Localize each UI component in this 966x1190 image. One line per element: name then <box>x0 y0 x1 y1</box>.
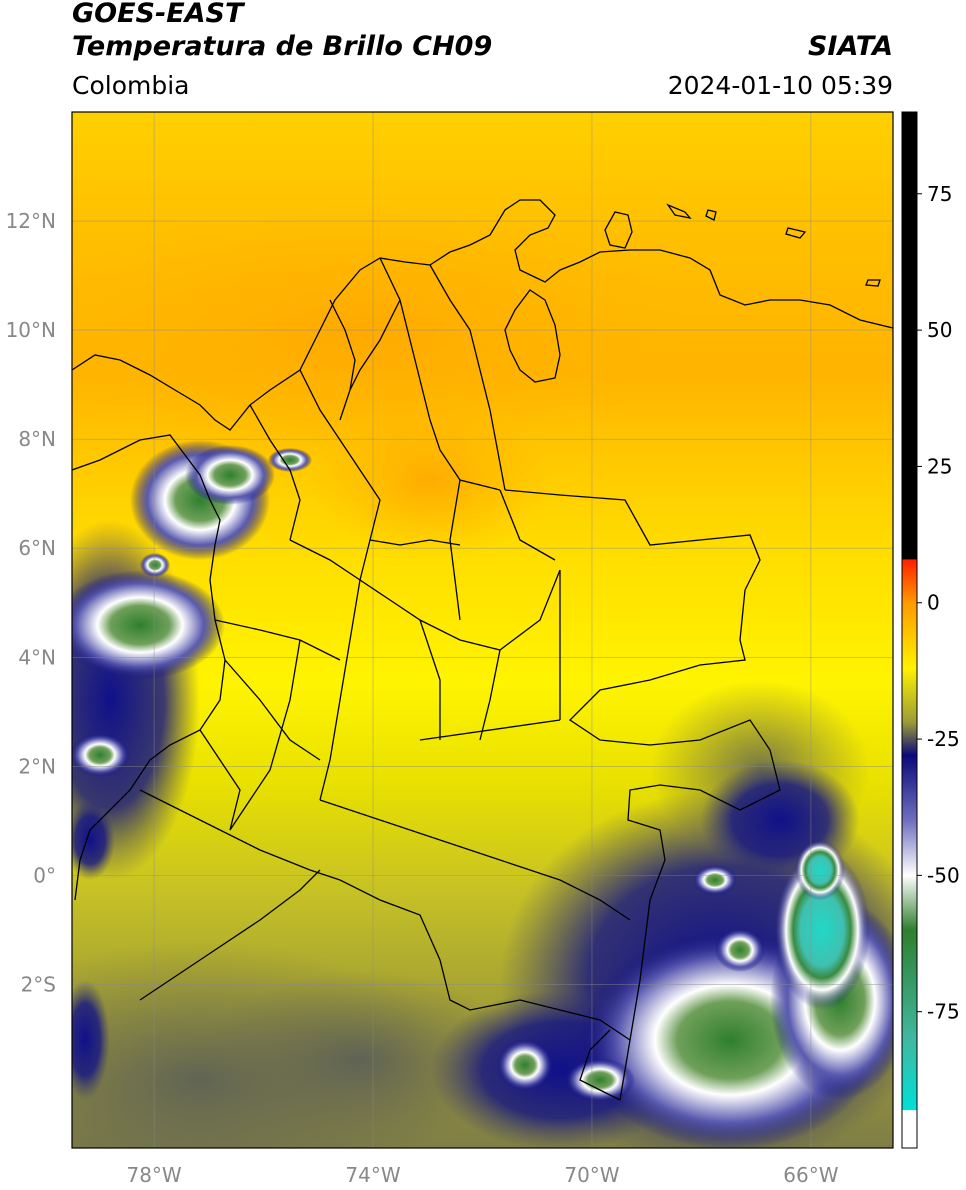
agency-label: SIATA <box>807 31 893 62</box>
colorbar-scale <box>902 112 917 1148</box>
product-title: Temperatura de Brillo CH09 <box>72 31 493 62</box>
region-label: Colombia <box>72 71 190 100</box>
colorbar-tick-label: -75 <box>927 1000 960 1024</box>
colorbar: 75 50 25 0 -25 -50 -75 <box>901 111 960 1149</box>
satellite-imagery <box>72 112 893 1148</box>
lat-tick-label: 0° <box>33 863 56 887</box>
lat-tick-label: 10°N <box>6 318 56 342</box>
longitude-axis: 78°W 74°W 70°W 66°W <box>126 1163 838 1187</box>
colorbar-tick-label: -25 <box>927 727 960 751</box>
lon-tick-label: 74°W <box>345 1163 400 1187</box>
satellite-title: GOES-EAST <box>72 0 244 29</box>
lat-tick-label: 2°N <box>18 754 56 778</box>
latitude-axis: 12°N 10°N 8°N 6°N 4°N 2°N 0° 2°S <box>6 209 56 996</box>
colorbar-tick-label: 75 <box>927 182 952 206</box>
colorbar-tick-label: 50 <box>927 318 952 342</box>
colorbar-tick-label: -50 <box>927 863 960 887</box>
timestamp-label: 2024-01-10 05:39 <box>667 71 893 100</box>
lat-tick-label: 6°N <box>18 536 56 560</box>
map-frame <box>71 111 894 1149</box>
lat-tick-label: 8°N <box>18 427 56 451</box>
lat-tick-label: 12°N <box>6 209 56 233</box>
lon-tick-label: 66°W <box>783 1163 838 1187</box>
lon-tick-label: 70°W <box>564 1163 619 1187</box>
lat-tick-label: 4°N <box>18 645 56 669</box>
colorbar-tick-label: 0 <box>927 591 940 615</box>
graticule <box>72 112 893 1148</box>
lon-tick-label: 78°W <box>126 1163 181 1187</box>
borders <box>72 199 893 1101</box>
lat-tick-label: 2°S <box>21 972 56 996</box>
colorbar-tick-label: 25 <box>927 454 952 478</box>
